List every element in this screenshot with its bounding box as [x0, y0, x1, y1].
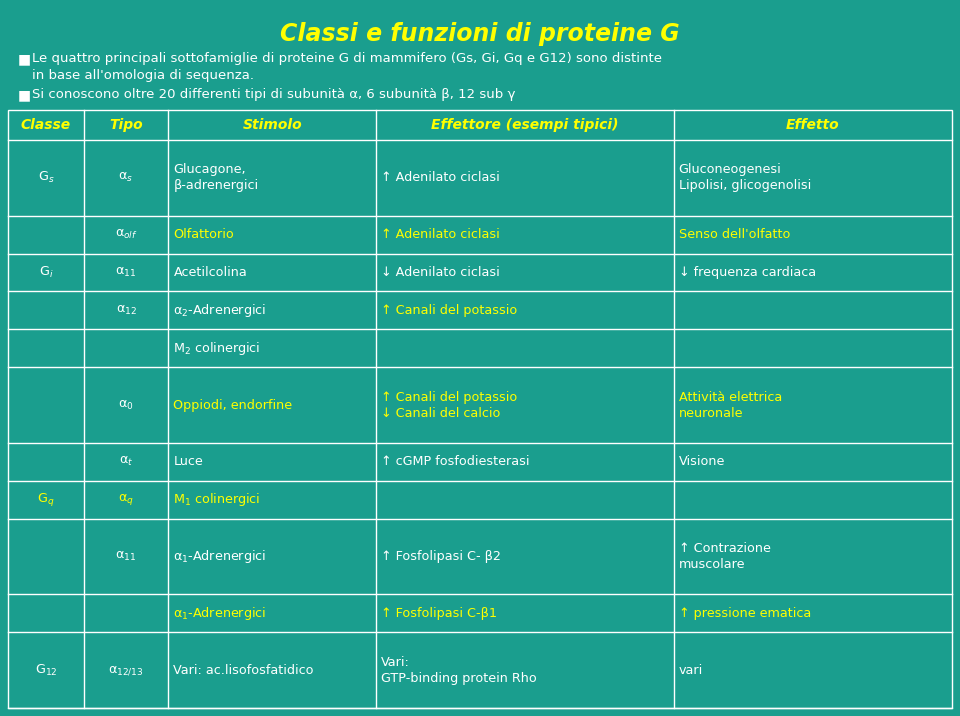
Text: Luce: Luce — [174, 455, 204, 468]
Text: Effettore (esempi tipici): Effettore (esempi tipici) — [431, 118, 618, 132]
Text: α$_{11}$: α$_{11}$ — [115, 550, 136, 563]
Text: Attività elettrica
neuronale: Attività elettrica neuronale — [679, 390, 781, 420]
Text: Si conoscono oltre 20 differenti tipi di subunità α, 6 subunità β, 12 sub γ: Si conoscono oltre 20 differenti tipi di… — [32, 88, 516, 101]
Text: ↑ Contrazione
muscolare: ↑ Contrazione muscolare — [679, 542, 770, 571]
Text: ■: ■ — [18, 52, 31, 66]
Text: Stimolo: Stimolo — [243, 118, 302, 132]
Text: in base all'omologia di sequenza.: in base all'omologia di sequenza. — [32, 69, 254, 82]
Text: α$_1$-Adrenergici: α$_1$-Adrenergici — [174, 605, 267, 621]
Text: Olfattorio: Olfattorio — [174, 228, 234, 241]
Text: M$_2$ colinergici: M$_2$ colinergici — [174, 340, 261, 357]
Text: ↑ Canali del potassio: ↑ Canali del potassio — [381, 304, 517, 317]
Text: α$_{11}$: α$_{11}$ — [115, 266, 136, 279]
Text: ↑ pressione ematica: ↑ pressione ematica — [679, 607, 811, 620]
Text: G$_{12}$: G$_{12}$ — [35, 662, 57, 677]
Text: Classi e funzioni di proteine G: Classi e funzioni di proteine G — [280, 22, 680, 46]
Text: Vari:
GTP-binding protein Rho: Vari: GTP-binding protein Rho — [381, 656, 537, 684]
Text: M$_1$ colinergici: M$_1$ colinergici — [174, 491, 261, 508]
Text: α$_s$: α$_s$ — [118, 171, 133, 185]
Text: ↓ Adenilato ciclasi: ↓ Adenilato ciclasi — [381, 266, 500, 279]
Text: Oppiodi, endorfine: Oppiodi, endorfine — [174, 399, 293, 412]
Text: Acetilcolina: Acetilcolina — [174, 266, 248, 279]
Text: ↑ cGMP fosfodiesterasi: ↑ cGMP fosfodiesterasi — [381, 455, 530, 468]
Text: Senso dell'olfatto: Senso dell'olfatto — [679, 228, 790, 241]
Text: Effetto: Effetto — [786, 118, 840, 132]
Text: G$_s$: G$_s$ — [37, 170, 54, 185]
Bar — [8, 110, 952, 708]
Text: α$_{12}$: α$_{12}$ — [115, 304, 136, 317]
Text: Classe: Classe — [21, 118, 71, 132]
Text: ↑ Adenilato ciclasi: ↑ Adenilato ciclasi — [381, 228, 500, 241]
Text: α$_2$-Adrenergici: α$_2$-Adrenergici — [174, 302, 267, 319]
Text: α$_t$: α$_t$ — [119, 455, 133, 468]
Text: Glucagone,
β-adrenergici: Glucagone, β-adrenergici — [174, 163, 258, 193]
Text: α$_q$: α$_q$ — [118, 492, 134, 507]
Text: vari: vari — [679, 664, 703, 677]
Text: ↓ frequenza cardiaca: ↓ frequenza cardiaca — [679, 266, 816, 279]
Text: ↑ Fosfolipasi C-β1: ↑ Fosfolipasi C-β1 — [381, 607, 497, 620]
Text: Visione: Visione — [679, 455, 725, 468]
Text: ↑ Adenilato ciclasi: ↑ Adenilato ciclasi — [381, 171, 500, 184]
Text: Vari: ac.lisofosfatidico: Vari: ac.lisofosfatidico — [174, 664, 314, 677]
Text: ↑ Canali del potassio
↓ Canali del calcio: ↑ Canali del potassio ↓ Canali del calci… — [381, 390, 517, 420]
Text: Tipo: Tipo — [109, 118, 143, 132]
Text: G$_q$: G$_q$ — [37, 491, 55, 508]
Text: Le quattro principali sottofamiglie di proteine G di mammifero (Gs, Gi, Gq e G12: Le quattro principali sottofamiglie di p… — [32, 52, 662, 65]
Text: α$_{olf}$: α$_{olf}$ — [114, 228, 137, 241]
Text: α$_0$: α$_0$ — [118, 399, 133, 412]
Text: α$_1$-Adrenergici: α$_1$-Adrenergici — [174, 548, 267, 565]
Text: ↑ Fosfolipasi C- β2: ↑ Fosfolipasi C- β2 — [381, 550, 501, 563]
Text: ■: ■ — [18, 88, 31, 102]
Text: Gluconeogenesi
Lipolisi, glicogenolisi: Gluconeogenesi Lipolisi, glicogenolisi — [679, 163, 811, 193]
Text: G$_i$: G$_i$ — [38, 265, 53, 280]
Text: α$_{12/13}$: α$_{12/13}$ — [108, 664, 144, 677]
